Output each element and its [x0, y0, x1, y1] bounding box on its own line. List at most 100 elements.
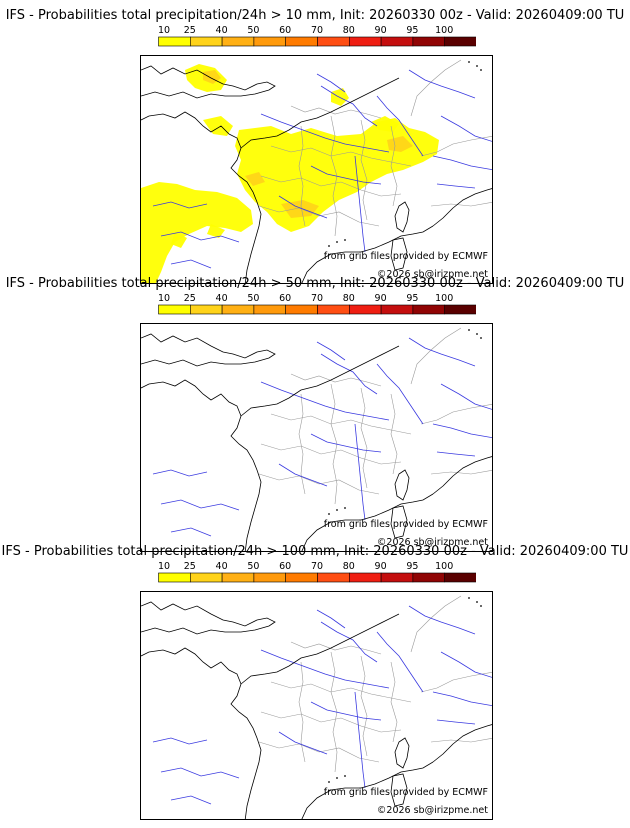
admin-border	[258, 741, 380, 763]
colorbar-swatch	[317, 36, 350, 47]
islet	[480, 605, 482, 607]
river	[354, 691, 366, 789]
colorbar-swatch	[221, 36, 255, 47]
island-coastline	[394, 469, 410, 501]
admin-border	[270, 681, 412, 703]
admin-border	[390, 393, 398, 475]
islet	[468, 329, 470, 331]
map-panel-3: IFS - Probabilities total precipitation/…	[0, 544, 630, 820]
colorbar-tick-label: 25	[184, 561, 196, 572]
credit-copyright: ©2026 sb@irizpme.net	[376, 269, 488, 280]
islet	[476, 333, 478, 335]
admin-border	[390, 125, 398, 207]
river	[320, 85, 378, 127]
colorbar-swatch	[349, 36, 382, 47]
colorbar-tick-label: 50	[247, 561, 259, 572]
coastline	[432, 456, 492, 495]
colorbar-tick-label: 60	[279, 25, 291, 36]
admin-border	[390, 661, 398, 743]
river	[260, 649, 390, 689]
colorbar-tick-label: 40	[216, 25, 228, 36]
colorbar-tick-label: 70	[311, 561, 323, 572]
coastline	[301, 493, 434, 551]
river	[408, 337, 476, 367]
river	[160, 499, 240, 511]
river	[432, 691, 492, 707]
colorbar-tick-label: 90	[375, 293, 387, 304]
colorbar-swatch	[285, 304, 318, 315]
admin-border	[260, 443, 402, 465]
coastline	[240, 613, 400, 685]
credit-copyright: ©2026 sb@irizpme.net	[376, 805, 488, 816]
river	[316, 341, 346, 361]
colorbar-swatch	[158, 304, 191, 315]
river	[170, 795, 212, 805]
river	[260, 381, 390, 421]
river	[354, 423, 366, 521]
map-panel-2: IFS - Probabilities total precipitation/…	[0, 276, 630, 552]
river	[436, 719, 476, 725]
islet	[336, 777, 338, 779]
river	[376, 631, 424, 693]
colorbar-swatch	[285, 36, 318, 47]
islet	[328, 781, 330, 783]
precip-area-low	[171, 232, 187, 248]
colorbar-swatch	[349, 304, 382, 315]
river	[432, 423, 492, 439]
river	[160, 231, 240, 243]
river	[376, 95, 424, 157]
colorbar-tick-label: 100	[435, 293, 453, 304]
colorbar-swatch	[317, 572, 350, 583]
map-panel-1: IFS - Probabilities total precipitation/…	[0, 8, 630, 284]
precip-area-low	[141, 182, 253, 283]
island-coastline	[390, 773, 408, 807]
colorbar-swatch	[158, 572, 191, 583]
colorbar-swatch	[444, 572, 476, 583]
colorbar-tick-label: 60	[279, 293, 291, 304]
map-drawing	[141, 595, 492, 819]
islet	[480, 337, 482, 339]
admin-border	[298, 661, 306, 763]
admin-border	[360, 387, 368, 489]
colorbar-swatch	[253, 36, 287, 47]
colorbar-tick-label: 90	[375, 25, 387, 36]
precip-area-low	[331, 88, 349, 106]
coastline	[240, 345, 400, 417]
colorbar-swatch	[253, 304, 287, 315]
river	[160, 767, 240, 779]
coastline	[141, 65, 276, 99]
precip-area-medium	[281, 200, 319, 218]
colorbar-tick-label: 80	[343, 293, 355, 304]
colorbar-swatch	[221, 572, 255, 583]
colorbar-swatch	[158, 36, 191, 47]
islet	[480, 69, 482, 71]
colorbar: 10 25 40 50 60 70 80 90 95 100	[158, 293, 476, 315]
admin-border	[410, 595, 462, 653]
admin-border	[298, 125, 306, 227]
admin-border	[360, 119, 368, 221]
coastline	[432, 188, 492, 227]
coastline	[141, 333, 276, 367]
islet	[476, 65, 478, 67]
coastline	[432, 724, 492, 763]
river	[316, 609, 346, 629]
colorbar-tick-label: 100	[435, 561, 453, 572]
colorbar-swatch	[349, 572, 382, 583]
admin-border	[420, 404, 492, 425]
river	[440, 115, 492, 142]
river	[152, 469, 208, 477]
colorbar-tick-label: 80	[343, 25, 355, 36]
colorbar-tick-label: 10	[158, 25, 170, 36]
colorbar-tick-label: 70	[311, 293, 323, 304]
river	[310, 701, 382, 721]
colorbar-tick-label: 70	[311, 25, 323, 36]
river	[278, 731, 328, 755]
river	[152, 201, 208, 209]
islet	[344, 507, 346, 509]
colorbar: 10 25 40 50 60 70 80 90 95 100	[158, 561, 476, 583]
credit-source: from grib files provided by ECMWF	[323, 787, 488, 798]
admin-border	[258, 473, 380, 495]
colorbar-tick-label: 95	[406, 25, 418, 36]
admin-border	[410, 327, 462, 385]
river	[440, 651, 492, 678]
